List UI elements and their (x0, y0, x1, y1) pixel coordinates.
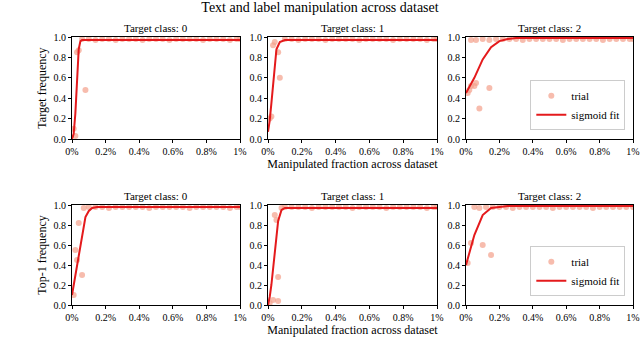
svg-text:Target class: 1: Target class: 1 (321, 190, 384, 202)
svg-text:0.6: 0.6 (448, 72, 461, 83)
svg-text:1%: 1% (233, 146, 246, 157)
svg-text:1.0: 1.0 (54, 32, 67, 43)
svg-text:0.4: 0.4 (448, 93, 461, 104)
svg-text:0.2: 0.2 (448, 280, 461, 291)
svg-text:1.0: 1.0 (54, 200, 67, 211)
svg-text:0.4: 0.4 (448, 260, 461, 271)
svg-text:sigmoid fit: sigmoid fit (571, 275, 619, 287)
svg-text:0.4%: 0.4% (129, 146, 150, 157)
svg-text:0.2: 0.2 (250, 280, 263, 291)
svg-text:1.0: 1.0 (250, 200, 263, 211)
svg-text:Target frequency: Target frequency (35, 47, 49, 128)
svg-text:0.8: 0.8 (448, 52, 461, 63)
svg-text:0.8%: 0.8% (589, 312, 610, 323)
svg-text:0.0: 0.0 (448, 300, 461, 311)
svg-text:0.8: 0.8 (250, 52, 263, 63)
svg-text:0.4: 0.4 (54, 93, 67, 104)
svg-text:0.8%: 0.8% (393, 312, 414, 323)
svg-text:0.4%: 0.4% (522, 146, 543, 157)
svg-text:0%: 0% (459, 146, 472, 157)
svg-text:0.4%: 0.4% (129, 312, 150, 323)
svg-text:0.6: 0.6 (54, 72, 67, 83)
svg-text:0.6%: 0.6% (556, 146, 577, 157)
svg-text:0.0: 0.0 (250, 300, 263, 311)
svg-text:Target class: 2: Target class: 2 (518, 190, 581, 202)
svg-text:0.2%: 0.2% (95, 146, 116, 157)
svg-text:1%: 1% (430, 146, 443, 157)
svg-text:0.2: 0.2 (54, 113, 67, 124)
svg-text:0%: 0% (261, 146, 274, 157)
svg-text:0.8: 0.8 (54, 52, 67, 63)
svg-text:0.6: 0.6 (250, 240, 263, 251)
svg-text:Top-1 frequency: Top-1 frequency (35, 215, 49, 294)
svg-text:0.4%: 0.4% (325, 312, 346, 323)
svg-text:0.2%: 0.2% (291, 146, 312, 157)
svg-text:0.0: 0.0 (448, 134, 461, 145)
svg-text:0.6: 0.6 (250, 72, 263, 83)
svg-text:0%: 0% (261, 312, 274, 323)
svg-text:0.8%: 0.8% (196, 146, 217, 157)
svg-text:trial: trial (571, 256, 589, 268)
svg-text:0.6%: 0.6% (556, 312, 577, 323)
svg-text:0%: 0% (65, 312, 78, 323)
svg-text:0.8%: 0.8% (196, 312, 217, 323)
svg-text:0.6%: 0.6% (359, 312, 380, 323)
svg-text:0.8: 0.8 (54, 220, 67, 231)
svg-text:sigmoid fit: sigmoid fit (571, 109, 619, 121)
svg-text:0.4%: 0.4% (325, 146, 346, 157)
svg-text:Target class: 2: Target class: 2 (518, 22, 581, 34)
svg-text:Target class: 0: Target class: 0 (124, 22, 188, 34)
svg-text:0%: 0% (459, 312, 472, 323)
svg-text:Manipulated fraction across da: Manipulated fraction across dataset (267, 323, 438, 337)
svg-text:0.8%: 0.8% (393, 146, 414, 157)
svg-text:1%: 1% (233, 312, 246, 323)
svg-text:trial: trial (571, 90, 589, 102)
svg-text:1.0: 1.0 (448, 200, 461, 211)
svg-text:Target class: 0: Target class: 0 (124, 190, 188, 202)
svg-text:0.2%: 0.2% (489, 312, 510, 323)
svg-text:0.4: 0.4 (250, 93, 263, 104)
svg-text:Text and label manipulation ac: Text and label manipulation across datas… (201, 0, 438, 15)
svg-text:0.6: 0.6 (448, 240, 461, 251)
svg-text:0.0: 0.0 (250, 134, 263, 145)
svg-text:0.2%: 0.2% (489, 146, 510, 157)
svg-text:0.6%: 0.6% (162, 146, 183, 157)
svg-text:0%: 0% (65, 146, 78, 157)
svg-text:Manipulated fraction across da: Manipulated fraction across dataset (267, 157, 438, 171)
svg-text:0.4: 0.4 (250, 260, 263, 271)
svg-text:1%: 1% (626, 146, 639, 157)
svg-text:0.6%: 0.6% (359, 146, 380, 157)
svg-text:0.2: 0.2 (250, 113, 263, 124)
svg-text:0.2%: 0.2% (95, 312, 116, 323)
svg-text:0.2: 0.2 (448, 113, 461, 124)
svg-text:1%: 1% (626, 312, 639, 323)
svg-text:0.8%: 0.8% (589, 146, 610, 157)
svg-text:0.8: 0.8 (448, 220, 461, 231)
svg-text:0.4%: 0.4% (522, 312, 543, 323)
svg-text:0.2: 0.2 (54, 280, 67, 291)
svg-text:1.0: 1.0 (448, 32, 461, 43)
svg-text:1%: 1% (430, 312, 443, 323)
svg-text:0.6%: 0.6% (162, 312, 183, 323)
svg-text:1.0: 1.0 (250, 32, 263, 43)
svg-text:0.4: 0.4 (54, 260, 67, 271)
svg-text:0.8: 0.8 (250, 220, 263, 231)
svg-text:0.6: 0.6 (54, 240, 67, 251)
svg-text:0.2%: 0.2% (291, 312, 312, 323)
svg-text:0.0: 0.0 (54, 134, 67, 145)
svg-text:Target class: 1: Target class: 1 (321, 22, 384, 34)
svg-text:0.0: 0.0 (54, 300, 67, 311)
